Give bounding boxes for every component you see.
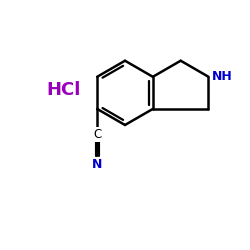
Text: N: N — [92, 158, 102, 171]
Text: HCl: HCl — [46, 82, 80, 100]
Text: NH: NH — [212, 70, 232, 83]
Text: C: C — [93, 128, 101, 141]
